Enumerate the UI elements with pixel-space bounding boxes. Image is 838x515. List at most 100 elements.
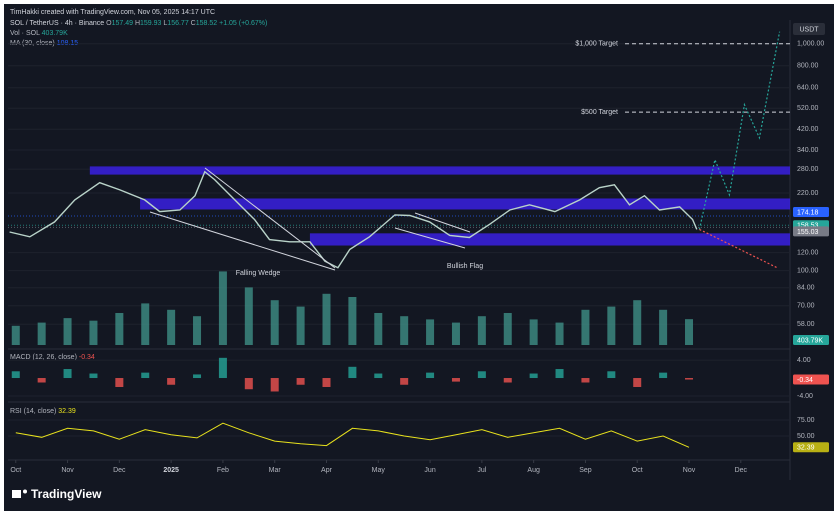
bar: [141, 303, 150, 345]
bar: [659, 372, 668, 379]
target-label: $1,000 Target: [575, 41, 618, 48]
zone: [89, 166, 790, 175]
bar: [451, 378, 460, 382]
logo: [23, 489, 27, 494]
bar: [115, 378, 124, 387]
bar: [348, 297, 357, 345]
bar: [63, 369, 72, 379]
flag-upper: [414, 212, 471, 233]
bar: [322, 378, 331, 387]
bar: [296, 306, 305, 345]
x-tick-label: May: [372, 467, 386, 474]
bar: [193, 316, 202, 345]
wedge-lower: [149, 211, 336, 271]
ohlc-value: 159.93: [140, 20, 162, 27]
bar: [89, 320, 98, 345]
bar: [685, 319, 694, 345]
x-tick-label: Nov: [683, 467, 696, 474]
ohlc-label: H: [135, 20, 140, 27]
change: +1.05 (+0.67%): [219, 20, 267, 27]
y-tick-label: 340.00: [797, 147, 819, 154]
bar: [633, 300, 642, 345]
bar: [141, 372, 150, 379]
x-tick-label: Apr: [321, 467, 333, 474]
price-badge: 155.03: [797, 229, 819, 236]
bar: [193, 374, 202, 379]
rsi-value: 32.39: [58, 408, 76, 415]
y-tick-label: 50.00: [797, 433, 815, 440]
y-tick-label: 100.00: [797, 267, 819, 274]
bar: [581, 378, 590, 383]
bar: [89, 373, 98, 379]
rsi-badge: 32.39: [797, 445, 815, 452]
bar: [270, 378, 279, 392]
bar: [37, 322, 46, 345]
y-tick-label: 420.00: [797, 126, 819, 133]
bar: [374, 373, 383, 379]
bar: [115, 313, 124, 345]
annotation: Bullish Flag: [447, 263, 483, 270]
zone: [140, 198, 791, 210]
volume-badge: 403.79K: [797, 337, 823, 344]
bar: [607, 306, 616, 345]
bar: [503, 378, 512, 383]
x-tick-label: Oct: [10, 467, 21, 474]
bar: [167, 309, 176, 345]
bar: [11, 371, 20, 379]
x-tick-label: Mar: [269, 467, 282, 474]
price-line-series: [9, 170, 698, 269]
x-tick-label: Aug: [527, 467, 540, 474]
bar: [529, 319, 538, 345]
background: [4, 4, 834, 511]
bar: [167, 378, 176, 385]
currency-box[interactable]: [793, 23, 825, 35]
y-tick-label: 58.00: [797, 321, 815, 328]
y-tick-label: 84.00: [797, 285, 815, 292]
y-tick-label: 640.00: [797, 85, 819, 92]
pattern-lines: [149, 167, 471, 271]
logo: [12, 490, 21, 498]
rsi-line: [15, 422, 690, 448]
volume-label: Vol · SOL: [10, 30, 40, 37]
y-tick-label: 75.00: [797, 417, 815, 424]
x-tick-label: Feb: [217, 467, 229, 474]
x-tick-label: Nov: [61, 467, 74, 474]
x-tick-label: Sep: [579, 467, 592, 474]
bar: [244, 378, 253, 390]
macd-badge: -0.34: [797, 377, 813, 384]
macd-badge-box: [793, 374, 829, 385]
bar: [218, 271, 227, 345]
y-tick-label: -4.00: [797, 393, 813, 400]
zone: [309, 233, 790, 246]
ohlc-label: C: [191, 20, 196, 27]
currency[interactable]: USDT: [799, 26, 819, 33]
y-tick-label: 1,000.00: [797, 41, 824, 48]
symbol: SOL / TetherUS · 4h · Binance: [10, 20, 104, 27]
bar: [685, 378, 694, 380]
annotation: Falling Wedge: [236, 270, 281, 277]
x-tick-label: 2025: [163, 467, 179, 474]
bar: [348, 366, 357, 379]
y-tick-label: 70.00: [797, 303, 815, 310]
ohlc-value: 156.77: [167, 20, 189, 27]
wedge-upper: [204, 167, 336, 269]
y-tick-label: 120.00: [797, 250, 819, 257]
bar: [374, 313, 383, 345]
y-tick-label: 220.00: [797, 190, 819, 197]
x-tick-label: Jul: [477, 467, 486, 474]
x-tick-label: Dec: [113, 467, 126, 474]
brand: TradingView: [12, 487, 102, 501]
y-tick-label: 800.00: [797, 63, 819, 70]
bar: [296, 378, 305, 385]
price-line-series: [699, 228, 778, 269]
bar: [63, 318, 72, 345]
bar: [37, 378, 46, 383]
bar: [322, 293, 331, 345]
ohlc-label: O: [106, 20, 112, 27]
rsi-badge-box: [793, 442, 829, 453]
price-badge: 158.53: [797, 223, 819, 230]
bar: [503, 313, 512, 345]
volume-badge-box: [793, 335, 829, 345]
